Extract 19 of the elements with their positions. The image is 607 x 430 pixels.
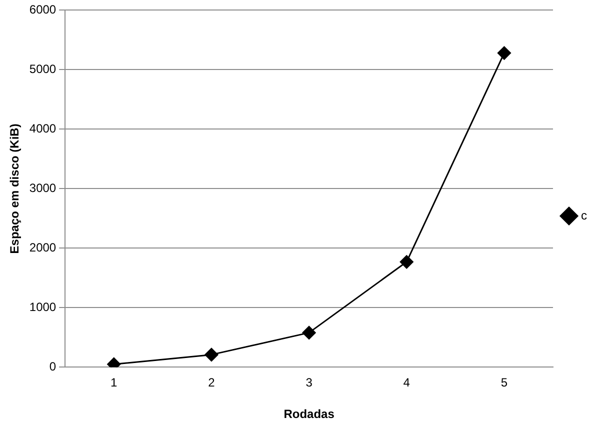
x-axis-title: Rodadas: [284, 407, 335, 422]
y-tick-label: 1000: [29, 300, 56, 314]
point: [204, 348, 218, 362]
y-tick-label: 5000: [29, 62, 56, 76]
point: [302, 326, 316, 340]
y-tick-label: 6000: [29, 2, 56, 17]
x-tick-label: 2: [208, 376, 216, 390]
x-tick-label: 5: [500, 376, 508, 390]
x-tick-label: 3: [306, 376, 313, 390]
y-axis-title: Espaço em disco (KiB): [8, 124, 22, 254]
point: [497, 46, 511, 60]
y-tick-label: 3000: [29, 181, 56, 196]
point: [400, 255, 414, 269]
y-tick-label: 2000: [29, 240, 56, 255]
x-tick-label: 1: [110, 376, 118, 390]
x-tick-label: 4: [403, 376, 410, 390]
y-tick-label: 4000: [29, 122, 56, 136]
legend-label: c: [581, 208, 587, 222]
y-tick-label: 0: [49, 360, 56, 374]
